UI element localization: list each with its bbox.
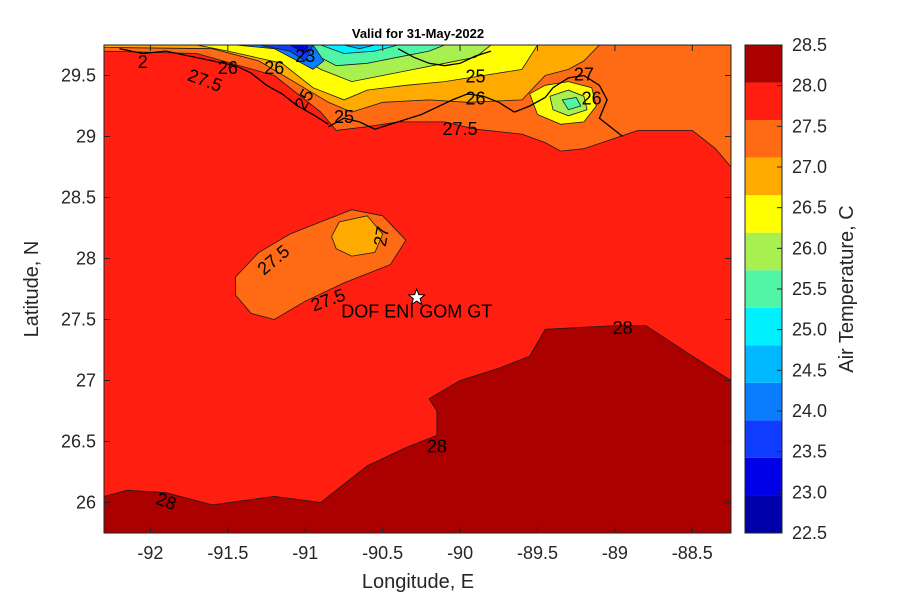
colorbar-tick-label: 22.5 <box>792 523 827 543</box>
contour-label: 26 <box>264 58 284 78</box>
colorbar-tick-label: 23.5 <box>792 442 827 462</box>
colorbar-tick-label: 28.5 <box>792 35 827 55</box>
y-tick-label: 28.5 <box>61 188 96 208</box>
colorbar-tick-label: 25.0 <box>792 320 827 340</box>
x-tick-label: -89 <box>602 543 628 563</box>
x-tick-label: -88.5 <box>672 543 713 563</box>
contour-region-2 <box>331 215 384 257</box>
y-tick-label: 26.5 <box>61 432 96 452</box>
coastline <box>119 48 624 138</box>
colorbar-segment <box>745 120 782 158</box>
coastline-segment-2 <box>514 74 624 138</box>
x-tick-label: -92 <box>137 543 163 563</box>
y-tick-label: 27.5 <box>61 310 96 330</box>
contour-region-15 <box>289 45 309 55</box>
colorbar-segment <box>745 45 782 83</box>
y-tick-label: 28 <box>76 249 96 269</box>
colorbar-segment <box>745 495 782 533</box>
colorbar-tick-label: 23.0 <box>792 482 827 502</box>
contour-region-3 <box>104 45 731 168</box>
contour-label: 26 <box>582 89 602 109</box>
contour-fill-layer <box>104 45 731 533</box>
y-tick-label: 26 <box>76 493 96 513</box>
colorbar-segment <box>745 307 782 346</box>
colorbar-segment <box>745 195 782 233</box>
colorbar-tick-label: 24.0 <box>792 401 827 421</box>
colorbar-segment <box>745 82 782 121</box>
colorbar-tick-label: 28.0 <box>792 76 827 96</box>
y-axis-label: Latitude, N <box>21 241 43 338</box>
coastline-segment-0 <box>119 48 329 125</box>
station-label: DOF ENI GOM GT <box>341 302 492 322</box>
colorbar-segment <box>745 457 782 496</box>
contour-label: 27 <box>574 64 594 84</box>
y-tick-label: 27 <box>76 371 96 391</box>
contour-label: 2 <box>138 52 148 72</box>
x-axis-ticks: -92 -91.5 -91 -90.5 -90 -89.5 -89 -88.5 <box>137 45 713 563</box>
coastline-segment-3 <box>397 48 492 67</box>
contour-label: 25 <box>466 67 486 87</box>
contour-region-0 <box>104 325 731 533</box>
colorbar-tick-label: 25.5 <box>792 279 827 299</box>
contour-region-10 <box>561 97 582 111</box>
colorbar-segment <box>745 420 782 458</box>
colorbar-segment <box>745 157 782 196</box>
colorbar-tick-label: 26.5 <box>792 198 827 218</box>
colorbar: 22.5 23.0 23.5 24.0 24.5 25.0 25.5 26.0 26.5 27.0… <box>744 35 827 543</box>
contour-label: 26 <box>218 58 238 78</box>
contour-label: 28 <box>613 318 633 338</box>
colorbar-segment <box>745 270 782 308</box>
contour-region-12 <box>343 45 375 50</box>
x-tick-label: -90 <box>447 543 473 563</box>
x-tick-label: -90.5 <box>362 543 403 563</box>
colorbar-tick-label: 26.0 <box>792 238 827 258</box>
station-marker-layer: DOF ENI GOM GT <box>341 287 492 322</box>
colorbar-tick-label: 27.0 <box>792 157 827 177</box>
colorbar-tick-label: 27.5 <box>792 116 827 136</box>
chart-title: Valid for 31-May-2022 <box>352 26 484 41</box>
colorbar-segment <box>745 345 782 383</box>
station-star-icon <box>407 287 427 306</box>
colorbar-segment <box>745 382 782 421</box>
colorbar-label: Air Temperature, C <box>836 205 858 372</box>
y-tick-label: 29.5 <box>61 66 96 86</box>
contour-label: 25 <box>334 107 354 127</box>
x-tick-label: -91.5 <box>207 543 248 563</box>
x-tick-label: -91 <box>292 543 318 563</box>
contour-region-11 <box>320 45 399 54</box>
contour-label: 28 <box>427 436 447 456</box>
contour-label: 23 <box>295 46 315 66</box>
plot-frame <box>103 44 732 534</box>
contour-label: 27.5 <box>443 119 478 139</box>
colorbar-segment <box>745 232 782 271</box>
y-axis-ticks: 26 26.5 27 27.5 28 28.5 29 29.5 <box>61 66 731 513</box>
x-axis-label: Longitude, E <box>362 571 474 593</box>
y-tick-label: 29 <box>76 127 96 147</box>
x-tick-label: -89.5 <box>517 543 558 563</box>
coastline-segment-1 <box>328 93 515 130</box>
colorbar-tick-label: 24.5 <box>792 360 827 380</box>
contour-label: 27 <box>370 225 393 248</box>
contour-label: 26 <box>466 89 486 109</box>
